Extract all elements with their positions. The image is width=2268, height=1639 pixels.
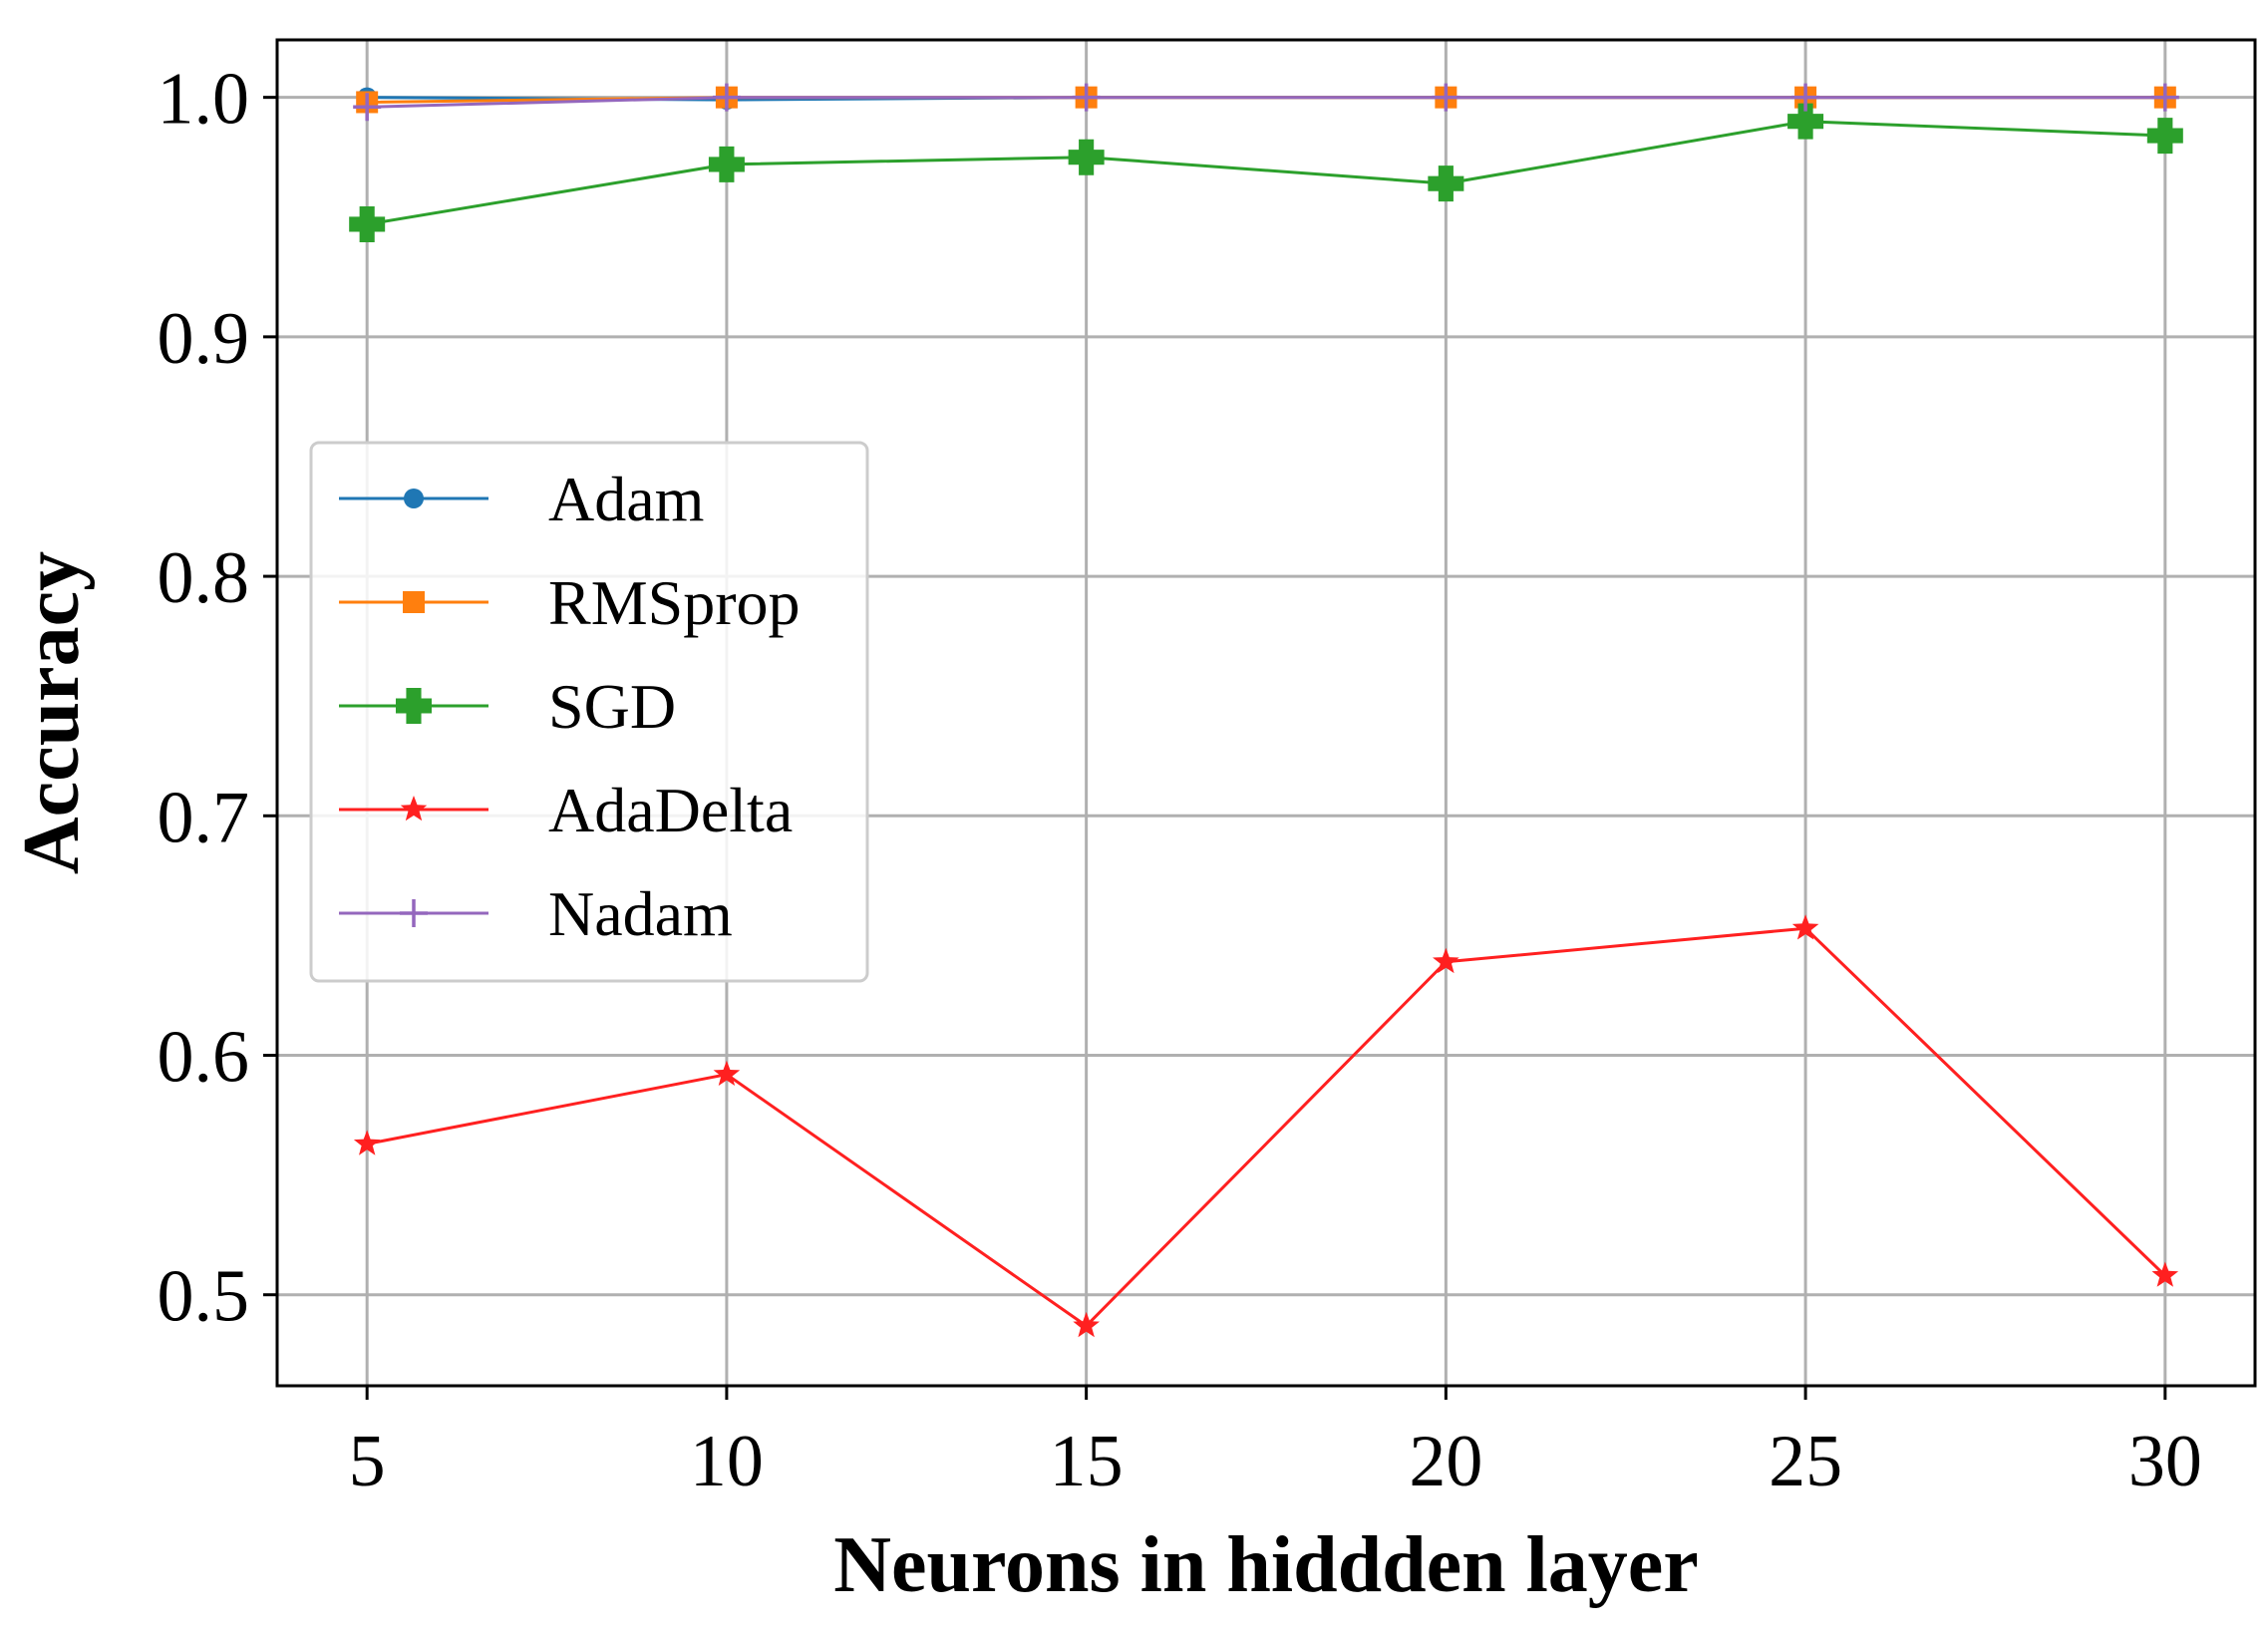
data-point: [708, 146, 745, 182]
y-tick-label: 0.7: [158, 777, 250, 858]
series-nadam: [353, 83, 2179, 122]
data-point: [349, 205, 386, 242]
legend-marker: [400, 796, 428, 821]
legend-item: SGD: [339, 671, 676, 742]
legend-item: Adam: [339, 464, 704, 534]
legend-label: AdaDelta: [548, 775, 793, 845]
x-tick-label: 5: [349, 1421, 386, 1502]
x-tick-label: 25: [1769, 1421, 1842, 1502]
data-point: [2151, 1261, 2179, 1287]
series-sgd: [349, 103, 2183, 242]
legend: Adam RMSprop SGD AdaDelta Nadam: [309, 441, 869, 983]
series-line: [366, 926, 2166, 1328]
legend-label: SGD: [548, 671, 676, 742]
series-line: [366, 120, 2165, 226]
y-tick-label: 0.5: [158, 1256, 250, 1338]
series-adadelta: [353, 914, 2179, 1338]
x-tick-label: 15: [1050, 1421, 1124, 1502]
data-point: [353, 93, 382, 122]
series-lines: [349, 83, 2183, 1338]
data-point: [2146, 118, 2183, 155]
data-point: [1428, 165, 1464, 202]
series-line: [367, 96, 2165, 109]
x-tick-label: 30: [2128, 1421, 2202, 1502]
x-tick-label: 10: [690, 1421, 764, 1502]
data-point: [1072, 83, 1101, 112]
legend-marker: [396, 688, 432, 724]
y-tick-label: 1.0: [158, 59, 250, 141]
y-axis-title: Accuracy: [8, 551, 96, 874]
data-point: [712, 83, 741, 112]
data-point: [1068, 139, 1105, 175]
legend-marker: [404, 489, 424, 508]
legend-label: Nadam: [548, 878, 733, 949]
legend-box: [309, 441, 869, 983]
x-tick-label: 20: [1409, 1421, 1482, 1502]
legend-item: AdaDelta: [339, 775, 793, 845]
y-tick-label: 0.8: [158, 537, 250, 619]
legend-label: Adam: [548, 464, 704, 534]
data-point: [1791, 914, 1819, 940]
legend-marker: [400, 899, 428, 927]
y-tick-label: 0.6: [158, 1017, 250, 1099]
axis-ticks: 5 10 15 20 25 30 0.5 0.6 0.7 0.8 0.9 1.0: [158, 59, 2202, 1502]
x-axis-title: Neurons in hiddden layer: [833, 1521, 1699, 1609]
grid: [277, 40, 2255, 1386]
data-point: [713, 1060, 741, 1086]
data-point: [1433, 947, 1459, 974]
legend-marker: [403, 591, 425, 613]
legend-item: RMSprop: [339, 567, 801, 638]
data-point: [1787, 103, 1824, 140]
data-point: [1073, 1311, 1100, 1338]
y-tick-label: 0.9: [158, 298, 250, 380]
data-point: [1791, 83, 1820, 112]
data-point: [353, 1130, 381, 1155]
legend-item: Nadam: [339, 878, 733, 949]
plot-frame: [275, 38, 2257, 1388]
legend-label: RMSprop: [548, 567, 801, 638]
data-point: [2150, 83, 2179, 112]
data-point: [1432, 83, 1460, 112]
